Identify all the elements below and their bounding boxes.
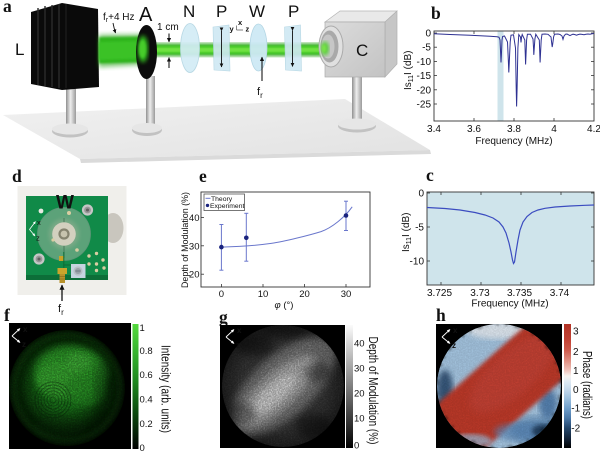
svg-text:W: W [56,193,74,214]
svg-text:z: z [236,341,240,350]
svg-text:Theory: Theory [211,196,233,203]
svg-text:40: 40 [189,213,200,224]
svg-text:-25: -25 [417,100,432,111]
svg-text:Depth of Modulation (%): Depth of Modulation (%) [180,192,191,288]
svg-text:20: 20 [299,289,310,300]
svg-text:e: e [199,166,207,186]
svg-text:1 cm: 1 cm [157,22,179,33]
svg-text:-5: -5 [422,43,431,54]
svg-text:10: 10 [354,414,365,425]
svg-text:20: 20 [354,389,365,400]
svg-text:fr+4 Hz: fr+4 Hz [103,12,135,24]
svg-text:0: 0 [354,441,359,452]
svg-text:0: 0 [425,29,431,40]
svg-text:C: C [356,41,368,60]
svg-text:-5: -5 [415,223,424,234]
svg-text:z: z [452,341,456,350]
svg-text:f: f [4,305,10,325]
svg-text:Is11I (dB): Is11I (dB) [403,50,415,90]
svg-text:30: 30 [354,364,365,375]
svg-text:3.4: 3.4 [427,124,441,135]
svg-text:3.73: 3.73 [470,288,490,299]
svg-text:x: x [453,326,458,335]
svg-text:Depth of Modulation (%): Depth of Modulation (%) [366,337,381,445]
svg-text:0: 0 [219,289,224,300]
svg-text:φ (°): φ (°) [275,300,294,311]
svg-text:1: 1 [140,323,145,334]
svg-text:20: 20 [189,270,200,281]
svg-text:-2: -2 [571,423,580,434]
svg-text:N: N [183,2,195,21]
svg-text:Frequency (MHz): Frequency (MHz) [471,299,548,310]
svg-text:a: a [3,0,12,16]
svg-text:0: 0 [140,443,145,452]
svg-text:Phase (radians): Phase (radians) [580,351,595,419]
svg-text:1: 1 [573,366,579,377]
svg-text:P: P [288,2,299,21]
svg-text:-10: -10 [417,57,432,68]
svg-text:x: x [23,325,28,334]
svg-text:3.74: 3.74 [550,288,570,299]
svg-text:-15: -15 [417,71,432,82]
svg-text:4.2: 4.2 [587,124,600,135]
svg-text:Experiment: Experiment [210,203,244,210]
svg-text:0: 0 [418,189,424,200]
svg-text:L: L [15,40,24,59]
svg-text:30: 30 [341,289,352,300]
svg-text:30: 30 [189,241,200,252]
svg-text:d: d [12,166,22,186]
svg-text:-20: -20 [417,85,432,96]
svg-text:P: P [216,2,227,21]
svg-text:0.2: 0.2 [140,419,153,430]
svg-text:g: g [219,307,228,327]
svg-text:-1: -1 [571,404,580,415]
svg-text:40: 40 [354,339,365,350]
svg-text:3.725: 3.725 [427,288,452,299]
svg-text:A: A [139,4,153,26]
svg-text:10: 10 [258,289,269,300]
svg-text:c: c [426,165,434,185]
svg-text:Frequency (MHz): Frequency (MHz) [475,136,552,147]
svg-text:0.6: 0.6 [140,370,153,381]
svg-text:x: x [37,218,41,227]
svg-text:b: b [431,3,441,23]
svg-text:-10: -10 [410,257,425,268]
svg-text:fr: fr [58,303,64,317]
svg-text:y: y [230,25,235,34]
svg-text:x: x [237,326,242,335]
svg-text:3: 3 [573,327,579,338]
svg-text:h: h [436,305,446,325]
svg-text:0.8: 0.8 [140,346,153,357]
svg-text:z: z [36,234,40,243]
svg-text:Is11I (dB): Is11I (dB) [401,212,413,252]
svg-text:z: z [246,25,250,34]
svg-text:3.6: 3.6 [467,124,481,135]
svg-text:3.735: 3.735 [507,288,532,299]
svg-text:0.4: 0.4 [140,395,153,406]
svg-text:4: 4 [551,124,557,135]
svg-text:x: x [238,18,243,27]
svg-text:3.8: 3.8 [507,124,521,135]
svg-text:0: 0 [573,385,579,396]
svg-text:Intensity (arb. units): Intensity (arb. units) [159,345,174,433]
svg-text:z: z [22,340,26,349]
svg-text:fr: fr [257,86,263,100]
svg-text:W: W [249,2,265,21]
svg-text:2: 2 [573,347,579,358]
